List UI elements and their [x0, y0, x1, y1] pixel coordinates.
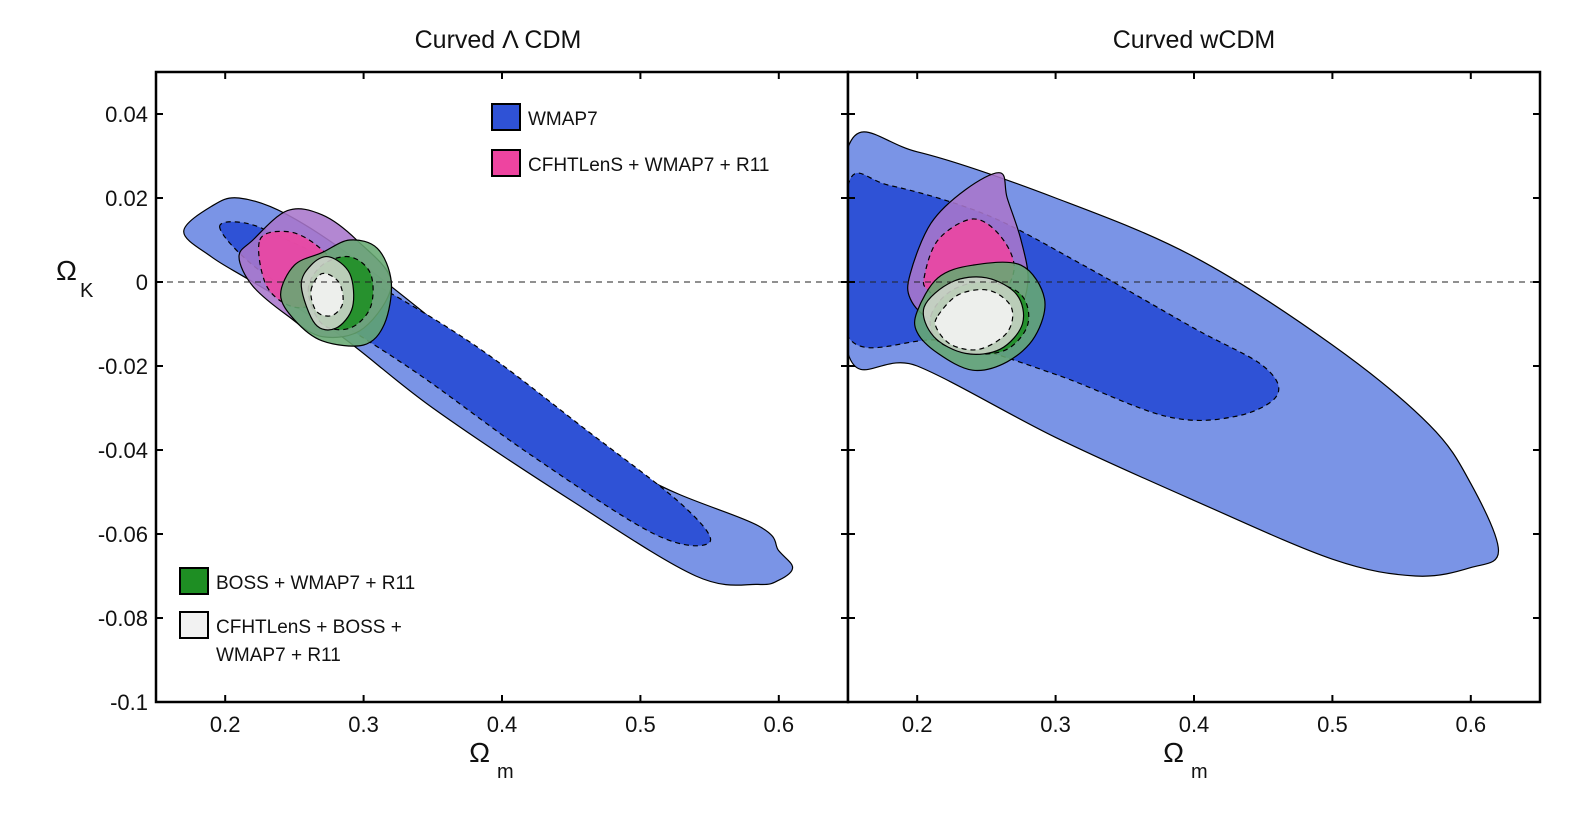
legend-swatch-boss-wmap7 — [179, 567, 209, 595]
panel-title-lcdm: Curved Λ CDM — [415, 26, 582, 54]
y-tick-label: 0 — [136, 270, 148, 295]
legend-swatch-combined — [179, 611, 209, 639]
x-tick-label: 0.5 — [1317, 712, 1348, 737]
x-axis-label-lcdm: Ω — [469, 737, 490, 768]
y-axis-label-sub: K — [80, 280, 94, 302]
contour-cfhtlens-boss-wmap7-r11-68 — [310, 272, 344, 317]
x-tick-label: 0.2 — [210, 712, 241, 737]
x-axis-label-sub-lcdm: m — [497, 761, 514, 783]
x-tick-label: 0.4 — [487, 712, 518, 737]
x-tick-label: 0.6 — [1456, 712, 1487, 737]
legend-swatch-cfhtlens-wmap7 — [491, 149, 521, 177]
y-tick-label: -0.04 — [98, 438, 148, 463]
plot-frame-wcdm — [846, 70, 1542, 704]
tick-layer-lcdm: 0.2 0.3 0.4 0.5 0.6 0.04 0.02 0 -0.02 -0.04 -0.06 -… — [98, 72, 848, 737]
legend-label-wmap7: WMAP7 — [528, 109, 598, 130]
tick-layer-wcdm: 0.2 0.3 0.4 0.5 0.6 — [848, 72, 1540, 737]
panel-title-wcdm: Curved wCDM — [1113, 26, 1276, 54]
y-tick-label: 0.04 — [105, 102, 148, 127]
panel-wcdm: 0.2 0.3 0.4 0.5 0.6 Curved wCDM Ω m — [846, 26, 1542, 783]
legend-label-boss-wmap7: BOSS + WMAP7 + R11 — [216, 573, 415, 594]
contour-layer-wcdm — [848, 131, 1500, 577]
x-tick-label: 0.5 — [625, 712, 656, 737]
y-tick-label: -0.08 — [98, 606, 148, 631]
contour-cfhtlens-boss-wmap7-r11-68 — [934, 288, 1014, 351]
y-axis-label: Ω — [56, 255, 77, 286]
x-tick-label: 0.2 — [902, 712, 933, 737]
x-tick-label: 0.3 — [1040, 712, 1071, 737]
x-axis-label-wcdm: Ω — [1163, 737, 1184, 768]
legend-label-combined-line1: CFHTLenS + BOSS + — [216, 617, 402, 638]
x-tick-label: 0.3 — [348, 712, 379, 737]
y-tick-label: -0.1 — [110, 690, 148, 715]
legend-label-cfhtlens-wmap7: CFHTLenS + WMAP7 + R11 — [528, 155, 769, 176]
y-tick-label: -0.02 — [98, 354, 148, 379]
panel-lcdm: 0.2 0.3 0.4 0.5 0.6 0.04 0.02 0 -0.02 -0.04 -0.06 -… — [56, 26, 850, 783]
y-tick-label: 0.02 — [105, 186, 148, 211]
contour-layer-lcdm — [183, 197, 794, 586]
legend-label-combined-line2: WMAP7 + R11 — [216, 645, 341, 666]
x-axis-label-sub-wcdm: m — [1191, 761, 1208, 783]
x-tick-label: 0.4 — [1179, 712, 1210, 737]
y-tick-label: -0.06 — [98, 522, 148, 547]
legend-swatch-wmap7 — [491, 103, 521, 131]
x-tick-label: 0.6 — [764, 712, 795, 737]
